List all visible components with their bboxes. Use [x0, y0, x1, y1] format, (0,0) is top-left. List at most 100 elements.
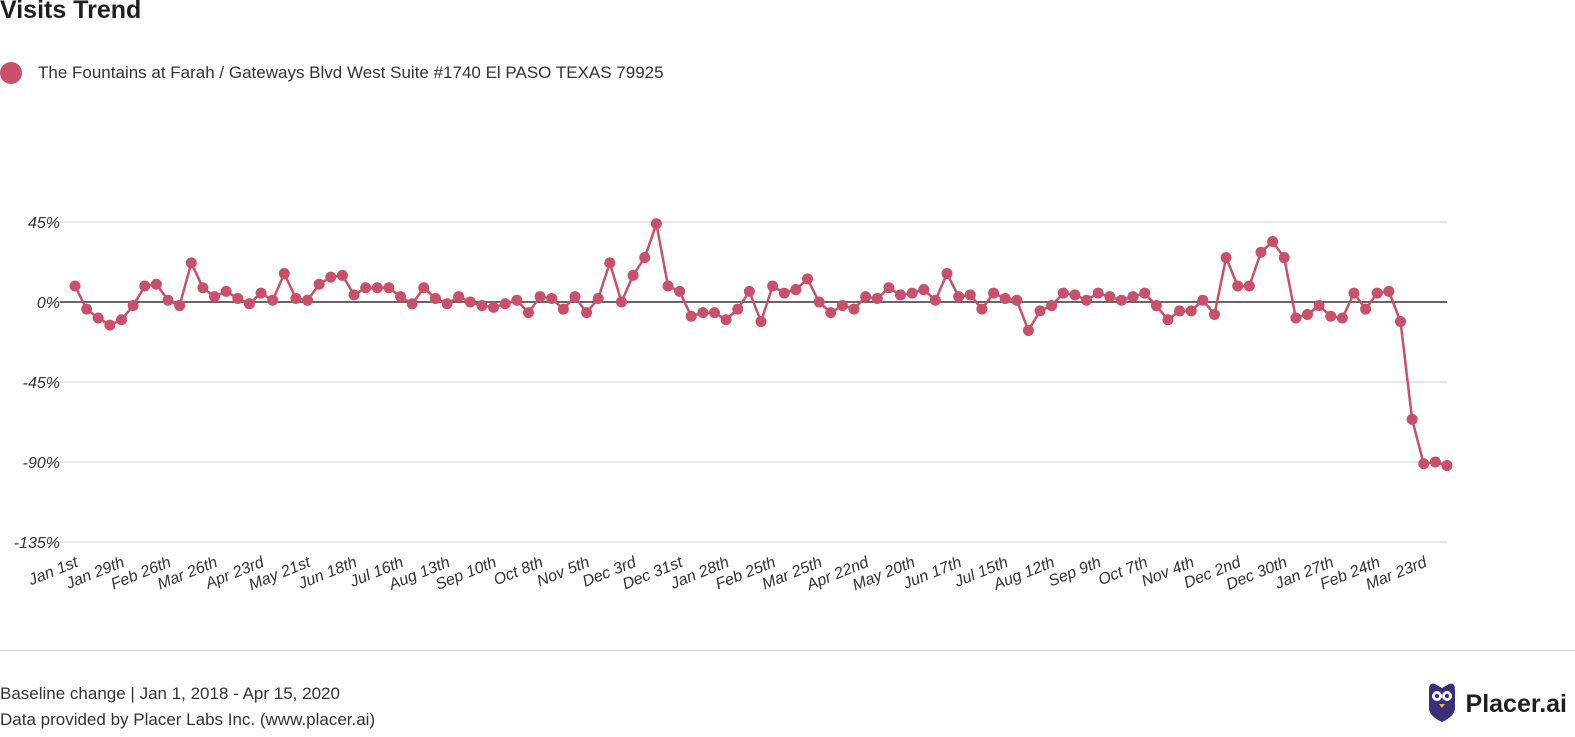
data-point [1162, 314, 1174, 326]
data-point [639, 252, 651, 264]
data-point [360, 282, 372, 294]
data-point [743, 285, 755, 297]
data-point [697, 307, 709, 319]
data-point [1394, 316, 1406, 328]
data-point [1441, 460, 1453, 472]
data-point [1197, 294, 1209, 306]
data-point [650, 218, 662, 230]
y-tick-label: -45% [23, 375, 60, 392]
data-point [708, 307, 720, 319]
data-point [755, 316, 767, 328]
data-point [464, 296, 476, 308]
brand-name: Placer.ai [1465, 690, 1567, 718]
data-point [348, 289, 360, 301]
data-point [592, 292, 604, 304]
data-point [662, 280, 674, 292]
data-point [860, 291, 872, 303]
data-point [453, 291, 465, 303]
data-point [778, 287, 790, 299]
data-point [522, 307, 534, 319]
data-point [1208, 308, 1220, 320]
data-point [1069, 289, 1081, 301]
data-point [429, 292, 441, 304]
y-tick-label: -90% [23, 455, 60, 472]
data-point [988, 287, 1000, 299]
data-point [267, 294, 279, 306]
data-point [941, 268, 953, 280]
data-point [999, 292, 1011, 304]
data-point [627, 269, 639, 281]
data-point [1081, 294, 1093, 306]
data-point [557, 303, 569, 315]
data-point [290, 292, 302, 304]
data-point [1243, 280, 1255, 292]
data-point [336, 269, 348, 281]
series-line [73, 222, 1448, 467]
data-point [767, 280, 779, 292]
data-point [220, 285, 232, 297]
data-point [127, 300, 139, 312]
data-point [232, 292, 244, 304]
data-point [1174, 305, 1186, 317]
data-point [1383, 285, 1395, 297]
footer-caption: Baseline change | Jan 1, 2018 - Apr 15, … [0, 684, 340, 703]
data-point [813, 296, 825, 308]
data-point [604, 257, 616, 269]
data-point [953, 291, 965, 303]
data-point [1092, 287, 1104, 299]
data-point [895, 289, 907, 301]
data-point [1360, 303, 1372, 315]
data-point [1185, 305, 1197, 317]
data-point [825, 307, 837, 319]
x-tick-label: Sep 9th [1046, 554, 1104, 590]
data-point [418, 282, 430, 294]
data-point [534, 291, 546, 303]
data-point [1022, 324, 1034, 336]
data-point [964, 289, 976, 301]
data-point [1220, 252, 1232, 264]
data-point [1429, 456, 1441, 468]
data-point [395, 291, 407, 303]
data-point [546, 292, 558, 304]
data-point [802, 273, 814, 285]
data-point [255, 287, 267, 299]
data-point [569, 291, 581, 303]
legend-marker [0, 62, 22, 84]
data-point [1418, 458, 1430, 470]
data-point [162, 294, 174, 306]
data-point [371, 282, 383, 294]
data-point [174, 300, 186, 312]
data-point [139, 280, 151, 292]
data-point [1313, 300, 1325, 312]
data-point [674, 285, 686, 297]
data-point [313, 278, 325, 290]
data-point [499, 298, 511, 310]
data-point [383, 282, 395, 294]
data-point [1104, 291, 1116, 303]
brand-logo[interactable]: Placer.ai [1426, 680, 1567, 729]
data-point [1278, 252, 1290, 264]
data-point [1057, 287, 1069, 299]
data-point [1406, 413, 1418, 425]
data-point [116, 314, 128, 326]
data-point [1034, 305, 1046, 317]
y-tick-label: 45% [28, 215, 60, 232]
data-point [511, 294, 523, 306]
data-point [1046, 300, 1058, 312]
data-point [278, 268, 290, 280]
data-point [685, 310, 697, 322]
data-point [476, 300, 488, 312]
legend-label: The Fountains at Farah / Gateways Blvd W… [38, 63, 664, 82]
data-point [976, 303, 988, 315]
data-point [1290, 312, 1302, 324]
data-point [209, 291, 221, 303]
data-point [906, 287, 918, 299]
data-point [92, 312, 104, 324]
data-point [790, 284, 802, 296]
data-point [1255, 246, 1267, 258]
data-point [325, 271, 337, 283]
legend: The Fountains at Farah / Gateways Blvd W… [0, 62, 664, 84]
data-point [1301, 308, 1313, 320]
data-point [81, 303, 93, 315]
data-point [1150, 300, 1162, 312]
